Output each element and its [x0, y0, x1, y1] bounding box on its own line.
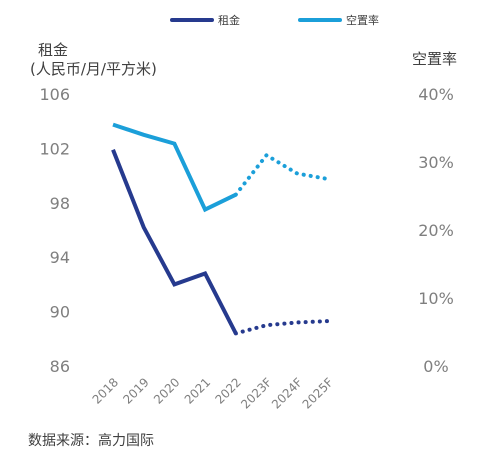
x-tick-label: 2024F: [269, 375, 305, 411]
series-line-forecast-1: [233, 152, 330, 197]
x-tick-label: 2025F: [300, 375, 336, 411]
right-tick-label: 10%: [418, 289, 454, 308]
series-layer: [111, 122, 330, 336]
x-tick-label: 2020: [151, 375, 182, 406]
right-axis-title: 空置率: [412, 50, 457, 68]
legend-label-rent: 租金: [218, 13, 240, 27]
left-axis-title-line2: (人民币/月/平方米): [30, 60, 157, 78]
x-tick-label: 2019: [120, 375, 151, 406]
left-tick-label: 86: [50, 357, 70, 376]
series-line-actual-0: [111, 149, 238, 335]
legend: 租金 空置率: [170, 13, 379, 27]
left-tick-label: 102: [39, 139, 70, 158]
x-tick-label: 2021: [182, 375, 213, 406]
series-line-forecast-0: [233, 319, 330, 336]
left-tick-label: 94: [50, 248, 70, 267]
right-tick-label: 40%: [418, 85, 454, 104]
right-axis-ticks: 40% 30% 20% 10% 0%: [418, 85, 454, 376]
x-tick-label: 2018: [90, 375, 121, 406]
left-tick-label: 98: [50, 194, 70, 213]
x-tick-label: 2023F: [238, 375, 274, 411]
left-axis-title-line1: 租金: [38, 41, 68, 59]
left-tick-label: 90: [50, 303, 70, 322]
left-axis-ticks: 106 102 98 94 90 86: [39, 85, 70, 376]
right-tick-label: 20%: [418, 221, 454, 240]
right-tick-label: 30%: [418, 153, 454, 172]
right-tick-label: 0%: [423, 357, 448, 376]
source-note: 数据来源：高力国际: [28, 432, 154, 449]
legend-label-vacancy: 空置率: [346, 13, 379, 27]
left-tick-label: 106: [39, 85, 70, 104]
